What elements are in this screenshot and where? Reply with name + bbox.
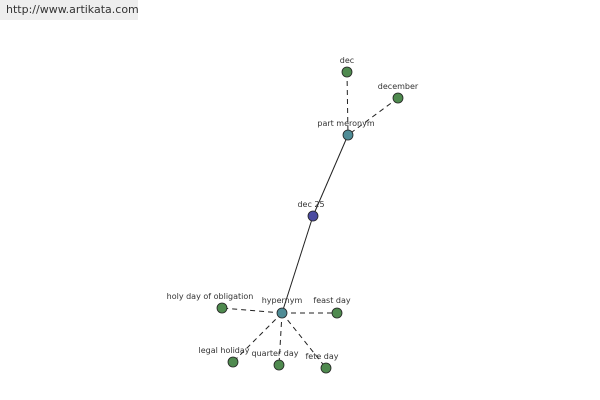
node[interactable]: [276, 307, 288, 319]
site-url[interactable]: http://www.artikata.com: [0, 0, 139, 20]
node-label: hypernym: [262, 296, 303, 305]
edge: [281, 215, 314, 314]
node-label: legal holiday: [198, 346, 249, 355]
node[interactable]: [216, 302, 228, 314]
edge: [347, 97, 399, 136]
node[interactable]: [320, 362, 332, 374]
node[interactable]: [307, 210, 319, 222]
node-label: holy day of obligation: [167, 292, 254, 301]
node-label: part meronym: [317, 119, 374, 128]
node-label: fete day: [305, 352, 338, 361]
node-label: dec: [340, 56, 354, 65]
edge: [232, 312, 283, 363]
edge: [312, 134, 349, 217]
edge: [221, 307, 283, 314]
node[interactable]: [342, 129, 354, 141]
node[interactable]: [341, 66, 353, 78]
node[interactable]: [392, 92, 404, 104]
node[interactable]: [227, 356, 239, 368]
node[interactable]: [273, 359, 285, 371]
node[interactable]: [331, 307, 343, 319]
node-label: quarter day: [252, 349, 299, 358]
node-label: feast day: [313, 296, 350, 305]
edge: [346, 71, 349, 136]
edge: [281, 312, 327, 369]
node-label: dec 25: [297, 200, 324, 209]
node-label: december: [378, 82, 419, 91]
